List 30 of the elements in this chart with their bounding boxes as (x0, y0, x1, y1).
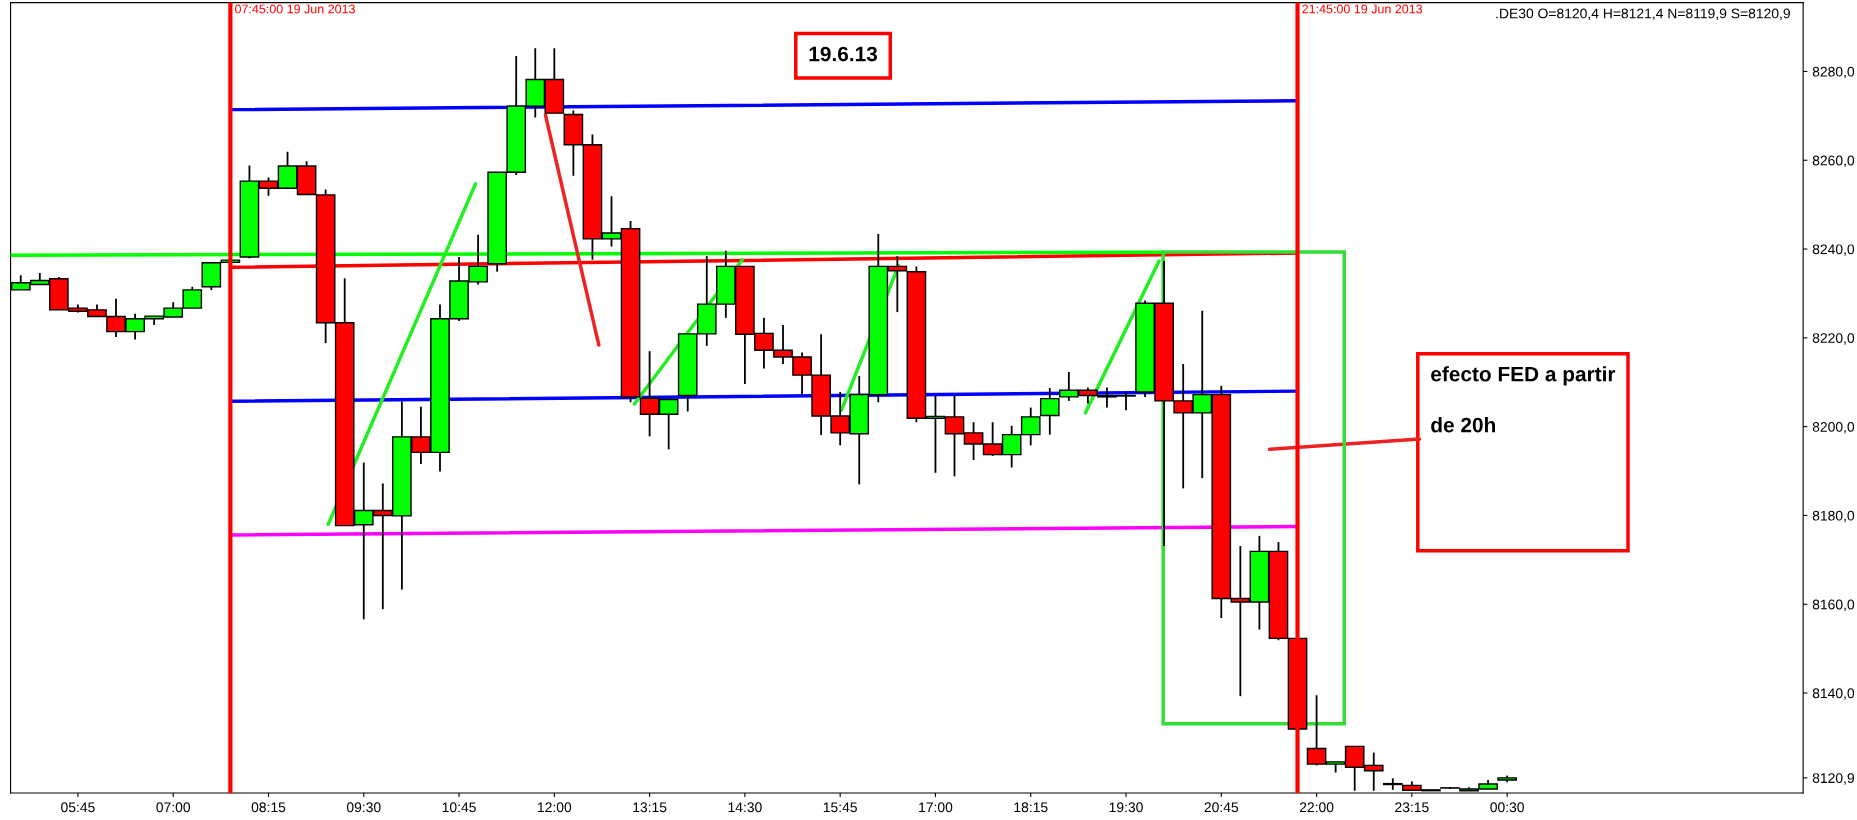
y-tick-label: 8140,0 (1812, 688, 1855, 700)
x-tick-label: 15:45 (823, 802, 857, 813)
y-tick-label: 8260,0 (1812, 155, 1855, 168)
x-tick-label: 17:00 (919, 802, 953, 813)
x-tick-label: 08:15 (251, 802, 286, 813)
y-tick-label: 8220,0 (1812, 333, 1855, 345)
ref-line-label: 07:45:00 19 Jun 2013 (235, 4, 355, 14)
x-tick-label: 00:30 (1490, 802, 1524, 813)
x-tick-label: 10:45 (442, 802, 476, 813)
text: efecto FED a partir de 20h (1431, 366, 1616, 433)
x-tick-label: 05:45 (61, 802, 95, 813)
x-tick-label: 22:00 (1299, 802, 1334, 813)
x-tick-label: 18:15 (1014, 802, 1048, 813)
y-tick-label: 8120,9 (1812, 773, 1854, 785)
x-tick-label: 07:00 (156, 802, 191, 813)
ref-line-label: 21:45:00 19 Jun 2013 (1302, 4, 1423, 14)
y-tick-label: 8160,0 (1812, 599, 1855, 612)
y-tick-label: 8180,0 (1812, 510, 1855, 523)
x-tick-label: 14:30 (728, 802, 762, 813)
x-tick-label: 20:45 (1204, 802, 1239, 813)
x-tick-label: 19:30 (1109, 802, 1143, 813)
y-tick-label: 8240,0 (1812, 244, 1855, 256)
y-tick-label: 8200,0 (1812, 421, 1855, 434)
x-tick-label: 12:00 (538, 802, 572, 813)
annotation: .DE30 O=8120,4 H=8121,4 N=8119,9 S=8120,9 (1496, 8, 1790, 20)
y-tick-label: 8280,0 (1812, 66, 1855, 79)
x-tick-label: 13:15 (633, 802, 667, 813)
x-tick-label: 09:30 (346, 802, 381, 813)
annotation: 19.6.13 (809, 46, 878, 62)
x-tick-label: 23:15 (1395, 802, 1429, 813)
